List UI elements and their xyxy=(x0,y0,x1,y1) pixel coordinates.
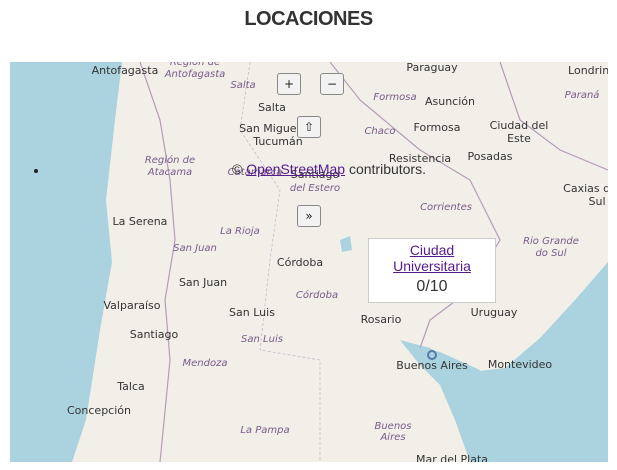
province-border xyxy=(239,62,321,462)
map-label: Catamarca xyxy=(228,167,283,178)
popup-count: 0/10 xyxy=(416,278,448,295)
map-label: Sul xyxy=(588,195,605,208)
map-label: Corrientes xyxy=(420,202,472,213)
atlantic-ocean xyxy=(400,262,608,462)
map-label: Resistencia xyxy=(389,152,451,165)
page-title: LOCACIONES xyxy=(244,8,373,30)
map-label: Aires xyxy=(379,432,405,443)
map-label: Córdoba xyxy=(296,289,338,301)
map-label: do Sul xyxy=(535,248,566,259)
map-label: Buenos xyxy=(374,421,411,432)
map-label: Salta xyxy=(258,101,286,114)
map-label: Valparaíso xyxy=(104,299,161,312)
map-label: Este xyxy=(507,132,531,145)
map-label: Talca xyxy=(116,380,144,393)
map-label: Chaco xyxy=(364,126,395,137)
map-label: Región de xyxy=(170,56,220,68)
map-label: Montevideo xyxy=(488,358,553,371)
map-label: San Luis xyxy=(241,334,283,345)
map-label: La Pampa xyxy=(240,425,289,436)
map-label: San Juan xyxy=(173,243,217,254)
border xyxy=(329,62,501,349)
map-label: Buenos Aires xyxy=(396,359,468,372)
map-label: Salta xyxy=(230,80,255,91)
map-label: Tucumán xyxy=(252,135,302,148)
attribution-link[interactable]: OpenStreetMap xyxy=(246,161,346,177)
map-label: Asunción xyxy=(425,95,475,108)
zoom-out[interactable]: − xyxy=(320,73,344,95)
pacific-ocean xyxy=(10,62,122,462)
map-label: Mar del Plata xyxy=(416,453,488,466)
map-label: Santiago xyxy=(291,168,340,181)
map-label: Paraná xyxy=(565,89,600,101)
map-label: Formosa xyxy=(414,121,461,134)
map-label: del Estero xyxy=(290,183,340,194)
attribution: © OpenStreetMap contributors. xyxy=(232,161,426,177)
border xyxy=(139,62,176,462)
map-label: Londrina xyxy=(568,64,616,77)
popup-link[interactable]: Ciudad Universitaria xyxy=(393,242,471,274)
pan-up[interactable]: ⇧ xyxy=(297,116,321,138)
popup: Ciudad Universitaria 0/10 xyxy=(368,238,496,303)
lake xyxy=(340,236,352,252)
map-label: Antofagasta xyxy=(164,69,226,80)
map-label: Paraguay xyxy=(406,61,458,74)
map-label: Ciudad del xyxy=(490,119,549,132)
map-label: Concepción xyxy=(67,404,131,417)
map-label: Posadas xyxy=(468,150,513,163)
map-label: Formosa xyxy=(373,92,416,103)
map-label: Rosario xyxy=(361,313,402,326)
map-label: Antofagasta xyxy=(92,64,159,77)
map-label: San Luis xyxy=(229,306,275,319)
map-label: Mendoza xyxy=(183,358,228,369)
map-label: Uruguay xyxy=(471,306,518,319)
list-bullet xyxy=(34,169,38,173)
zoom-in[interactable]: + xyxy=(277,73,301,95)
map-label: Rio Grande xyxy=(523,236,579,247)
rio-de-la-plata xyxy=(405,344,480,380)
map-label: Caxias do xyxy=(563,182,617,195)
marker[interactable] xyxy=(427,350,437,360)
attribution-prefix: © xyxy=(232,161,243,177)
map-label: Región de xyxy=(145,154,195,166)
expand[interactable]: » xyxy=(297,205,321,227)
attribution-suffix: contributors. xyxy=(348,161,426,177)
map-label: San Juan xyxy=(179,276,227,289)
map-label: Santiago xyxy=(130,328,179,341)
map-label: Atacama xyxy=(147,167,192,178)
map-label: La Serena xyxy=(113,215,168,228)
border xyxy=(499,62,608,171)
map-label: La Rioja xyxy=(220,226,260,237)
map-label: Córdoba xyxy=(277,256,323,269)
